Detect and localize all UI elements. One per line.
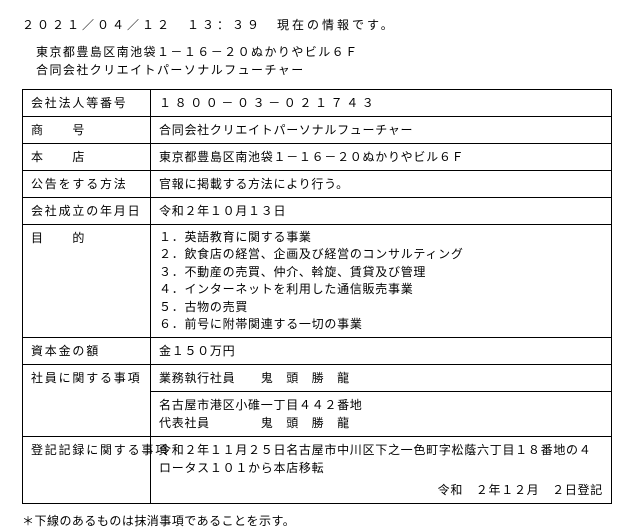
value-trade-name: 合同会社クリエイトパーソナルフューチャー [151,117,612,144]
record-date: 令和 ２年１２月 ２日登記 [159,481,603,499]
label-head-office: 本 店 [23,144,151,171]
label-record: 登記記録に関する事項 [23,437,151,504]
value-established: 令和２年１０月１３日 [151,198,612,225]
purpose-item: ２．飲食店の経営、企画及び経営のコンサルティング [159,246,603,263]
purpose-item: ５．古物の売買 [159,299,603,316]
purpose-item: １．英語教育に関する事業 [159,229,603,246]
record-body: 令和２年１１月２５日名古屋市中川区下之一色町字松蔭六丁目１８番地の４ロータス１０… [159,441,603,477]
label-members: 社員に関する事項 [23,365,151,437]
label-trade-name: 商 号 [23,117,151,144]
members-line3: 代表社員 鬼 頭 勝 龍 [159,414,603,432]
value-members: 業務執行社員 鬼 頭 勝 龍 名古屋市港区小碓一丁目４４２番地 代表社員 鬼 頭… [151,365,612,437]
members-line1: 業務執行社員 鬼 頭 勝 龍 [159,369,603,387]
value-corp-no: １８００－０３－０２１７４３ [151,90,612,117]
purpose-item: ４．インターネットを利用した通信販売事業 [159,281,603,298]
members-line2: 名古屋市港区小碓一丁目４４２番地 [159,396,603,414]
registry-table: 会社法人等番号 １８００－０３－０２１７４３ 商 号 合同会社クリエイトパーソナ… [22,89,612,504]
header-address: 東京都豊島区南池袋１－１６－２０ぬかりやビル６Ｆ [36,43,612,61]
purpose-item: ３．不動産の売買、仲介、斡旋、賃貸及び管理 [159,264,603,281]
label-established: 会社成立の年月日 [23,198,151,225]
purpose-item: ６．前号に附帯関連する一切の事業 [159,316,603,333]
timestamp-line: ２０２１／０４／１２ １３：３９ 現在の情報です。 [22,16,612,33]
value-record: 令和２年１１月２５日名古屋市中川区下之一色町字松蔭六丁目１８番地の４ロータス１０… [151,437,612,504]
label-corp-no: 会社法人等番号 [23,90,151,117]
value-notice: 官報に掲載する方法により行う。 [151,171,612,198]
label-notice: 公告をする方法 [23,171,151,198]
value-capital: 金１５０万円 [151,338,612,365]
value-purpose: １．英語教育に関する事業２．飲食店の経営、企画及び経営のコンサルティング３．不動… [151,225,612,338]
label-capital: 資本金の額 [23,338,151,365]
label-purpose: 目 的 [23,225,151,338]
header-company: 合同会社クリエイトパーソナルフューチャー [36,61,612,79]
value-head-office: 東京都豊島区南池袋１－１６－２０ぬかりやビル６Ｆ [151,144,612,171]
header-block: 東京都豊島区南池袋１－１６－２０ぬかりやビル６Ｆ 合同会社クリエイトパーソナルフ… [36,43,612,79]
footnote: ＊下線のあるものは抹消事項であることを示す。 [22,512,612,529]
